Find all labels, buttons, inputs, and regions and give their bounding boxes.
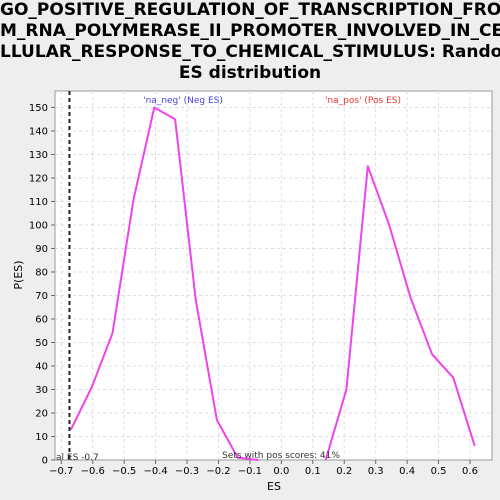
x-tick-label: −0.4 <box>143 466 167 477</box>
y-tick-label: 90 <box>35 244 48 255</box>
y-tick-label: 70 <box>35 291 48 302</box>
x-axis-label: ES <box>267 480 281 493</box>
x-tick-label: −0.3 <box>175 466 199 477</box>
y-tick-label: 150 <box>29 103 48 114</box>
x-tick-label: 0.6 <box>462 466 478 477</box>
x-tick-label: 0.4 <box>399 466 415 477</box>
y-tick-label: 0 <box>42 456 48 467</box>
x-tick-label: −0.5 <box>112 466 136 477</box>
plot-area <box>54 90 493 461</box>
series <box>70 106 476 461</box>
x-tick-label: 0.5 <box>431 466 447 477</box>
x-tick-label: 0.0 <box>273 466 289 477</box>
x-tick-label: −0.6 <box>81 466 105 477</box>
neg-es-series-line <box>70 106 259 461</box>
y-tick-label: 140 <box>29 126 48 137</box>
chart-title: GO_POSITIVE_REGULATION_OF_TRANSCRIPTION_… <box>0 0 500 84</box>
x-tick-label: 0.3 <box>368 466 384 477</box>
title-line: GO_POSITIVE_REGULATION_OF_TRANSCRIPTION_… <box>0 0 500 20</box>
y-tick-label: 30 <box>35 385 48 396</box>
x-tick-label: 0.1 <box>305 466 321 477</box>
pos-scores-annotation: Sets with pos scores: 41% <box>222 451 340 461</box>
title-line: ES distribution <box>178 63 322 83</box>
y-tick-label: 50 <box>35 338 48 349</box>
x-tick-label: 0.2 <box>336 466 352 477</box>
y-tick-label: 20 <box>35 408 48 419</box>
x-tick-label: −0.7 <box>49 466 73 477</box>
y-tick-label: 120 <box>29 173 48 184</box>
y-tick-label: 40 <box>35 361 48 372</box>
grid <box>55 91 492 460</box>
y-tick-label: 130 <box>29 150 48 161</box>
legend-neg-label: 'na_neg' (Neg ES) <box>143 96 223 106</box>
x-tick-label: −0.1 <box>238 466 262 477</box>
y-tick-label: 60 <box>35 314 48 325</box>
legend-pos-label: 'na_pos' (Pos ES) <box>325 96 401 106</box>
y-tick-label: 100 <box>29 220 48 231</box>
y-tick-label: 110 <box>29 197 48 208</box>
axes: 0 10 20 30 40 50 60 70 80 90 100 110 120 130 140 150 −0.… <box>29 103 478 477</box>
y-tick-label: 10 <box>35 432 48 443</box>
x-tick-label: −0.2 <box>206 466 230 477</box>
title-line: M_RNA_POLYMERASE_II_PROMOTER_INVOLVED_IN… <box>0 21 500 41</box>
y-tick-label: 80 <box>35 267 48 278</box>
actual-es-label: al ES -0.7 <box>56 453 99 463</box>
title-line: LLULAR_RESPONSE_TO_CHEMICAL_STIMULUS: Ra… <box>0 42 500 62</box>
y-axis-label: P(ES) <box>12 260 25 289</box>
pos-es-series-line <box>324 165 476 461</box>
